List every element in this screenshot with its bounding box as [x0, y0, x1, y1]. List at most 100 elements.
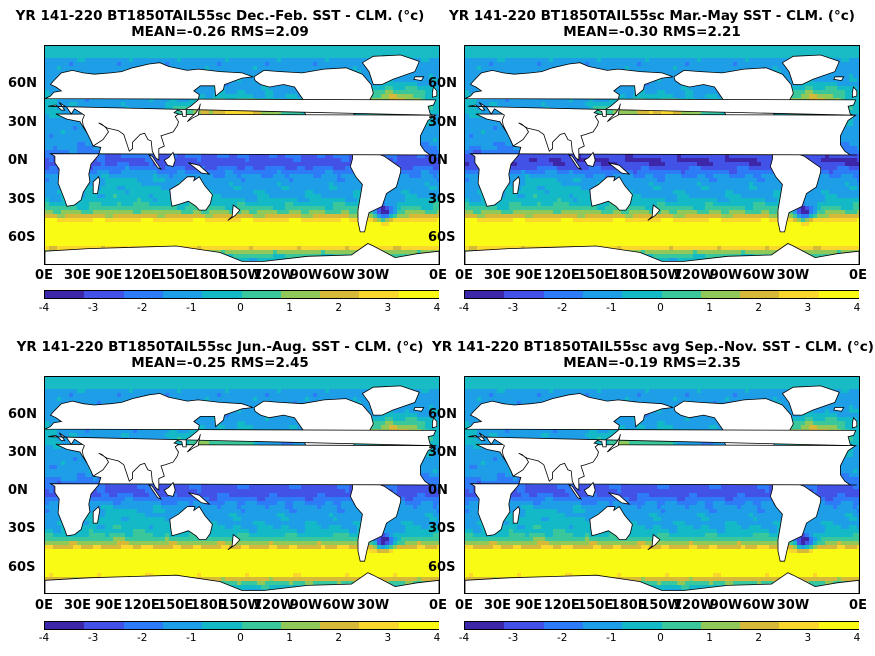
longitude-label: 0E	[35, 598, 53, 613]
colorbar-ticks: -4 -3 -2 -1 0 1 2 3 4	[39, 302, 441, 314]
longitude-label: 90E	[515, 598, 542, 613]
longitude-labels: 0E 30E 90E 120E 150E 180E 150W 120W 90W 60W 30W 0E	[35, 268, 447, 284]
colorbar-ticks: -4 -3 -2 -1 0 1 2 3 4	[39, 632, 441, 644]
landmass	[647, 204, 661, 221]
landmass	[567, 484, 583, 500]
colorbar-segment	[280, 291, 322, 298]
longitude-label: 120E	[124, 598, 160, 613]
colorbar-segment	[779, 622, 820, 629]
colorbar-tick-label: -3	[508, 302, 518, 314]
longitude-label: 180E	[191, 598, 227, 613]
colorbar	[44, 290, 440, 299]
landmass	[413, 76, 425, 82]
sst-anomaly-map-mam	[464, 45, 860, 265]
colorbar-tick-label: 3	[385, 302, 392, 314]
longitude-label: 30W	[357, 598, 389, 613]
longitude-label: 90W	[290, 598, 322, 613]
colorbar	[44, 621, 440, 630]
landmass	[227, 533, 241, 551]
longitude-label: 150E	[577, 598, 613, 613]
longitude-label: 120W	[673, 598, 714, 613]
landmass	[608, 162, 631, 175]
landmass	[512, 505, 521, 524]
colorbar-segment	[280, 622, 322, 629]
colorbar-tick-label: 3	[805, 632, 812, 644]
latitude-label: 0N	[8, 484, 28, 497]
landmass	[647, 533, 661, 551]
title-line-2: MEAN=-0.19 RMS=2.35	[432, 355, 872, 371]
colorbar-segment	[162, 622, 204, 629]
colorbar-tick-label: 4	[854, 302, 861, 314]
landmass	[833, 407, 845, 412]
landmass	[589, 506, 633, 541]
landmass	[781, 54, 840, 85]
longitude-label: 180E	[191, 268, 227, 283]
continents	[45, 385, 439, 593]
panel-djf: YR 141-220 BT1850TAIL55sc Dec.-Feb. SST …	[0, 0, 425, 330]
colorbar-tick-label: 1	[286, 632, 293, 644]
landmass	[169, 506, 213, 541]
landmass	[465, 62, 857, 161]
colorbar-ticks: -4 -3 -2 -1 0 1 2 3 4	[459, 302, 861, 314]
landmass	[45, 243, 439, 264]
title-line-1: YR 141-220 BT1850TAIL55sc Jun.-Aug. SST …	[0, 339, 440, 355]
colorbar-segment	[398, 622, 440, 629]
landmass	[188, 162, 211, 175]
landmass	[583, 151, 596, 167]
colorbar-segment	[84, 291, 125, 298]
colorbar-ticks: -4 -3 -2 -1 0 1 2 3 4	[459, 632, 861, 644]
longitude-label: 30E	[484, 598, 511, 613]
longitude-label: 150W	[220, 598, 261, 613]
landmass	[851, 416, 858, 429]
longitude-label: 30E	[484, 268, 511, 283]
landmass	[92, 505, 101, 524]
landmass	[186, 103, 201, 123]
colorbar-segment	[818, 291, 860, 298]
longitude-label: 180E	[611, 598, 647, 613]
title-line-1: YR 141-220 BT1850TAIL55sc Dec.-Feb. SST …	[0, 8, 440, 24]
longitude-label: 150E	[157, 598, 193, 613]
colorbar-segment	[582, 622, 624, 629]
latitude-label: 60N	[8, 408, 37, 421]
colorbar-segment	[320, 291, 361, 298]
title-line-2: MEAN=-0.30 RMS=2.21	[432, 24, 872, 40]
landmass	[431, 416, 438, 429]
colorbar-tick-label: 2	[335, 302, 342, 314]
panel-title: YR 141-220 BT1850TAIL55sc avg Sep.-Nov. …	[432, 339, 874, 371]
landmass	[45, 62, 437, 161]
longitude-label: 0E	[455, 598, 473, 613]
colorbar-segment	[465, 291, 506, 298]
landmass	[606, 103, 621, 123]
longitude-label: 0E	[849, 598, 867, 613]
panel-title: YR 141-220 BT1850TAIL55sc Mar.-May SST -…	[432, 8, 872, 40]
colorbar-tick-label: -2	[137, 632, 147, 644]
longitude-labels: 0E 30E 90E 120E 150E 180E 150W 120W 90W 60W 30W 0E	[455, 268, 867, 284]
longitude-label: 0E	[849, 268, 867, 283]
landmass	[147, 154, 163, 170]
latitude-label: 30N	[8, 446, 37, 459]
latitude-label: 60N	[8, 77, 37, 90]
landmass	[465, 243, 859, 264]
panel-title: YR 141-220 BT1850TAIL55sc Dec.-Feb. SST …	[0, 8, 440, 40]
colorbar-tick-label: -4	[459, 632, 469, 644]
colorbar-segment	[740, 291, 781, 298]
colorbar-tick-label: 0	[237, 632, 244, 644]
colorbar-segment	[582, 291, 624, 298]
latitude-label: 60N	[428, 77, 457, 90]
colorbar-segment	[543, 622, 585, 629]
colorbar-segment	[622, 291, 663, 298]
latitude-label: 0N	[428, 154, 448, 167]
colorbar-tick-label: 3	[805, 302, 812, 314]
longitude-label: 60W	[742, 268, 774, 283]
latitude-label: 60S	[8, 561, 35, 574]
landmass	[833, 76, 845, 82]
landmass	[465, 393, 857, 491]
colorbar-tick-label: 2	[755, 302, 762, 314]
map-canvas	[465, 377, 859, 593]
continents	[45, 54, 439, 264]
latitude-label: 60S	[428, 561, 455, 574]
colorbar-tick-label: 1	[706, 632, 713, 644]
latitude-label: 30N	[428, 116, 457, 129]
landmass	[465, 572, 859, 593]
landmass	[163, 481, 176, 497]
